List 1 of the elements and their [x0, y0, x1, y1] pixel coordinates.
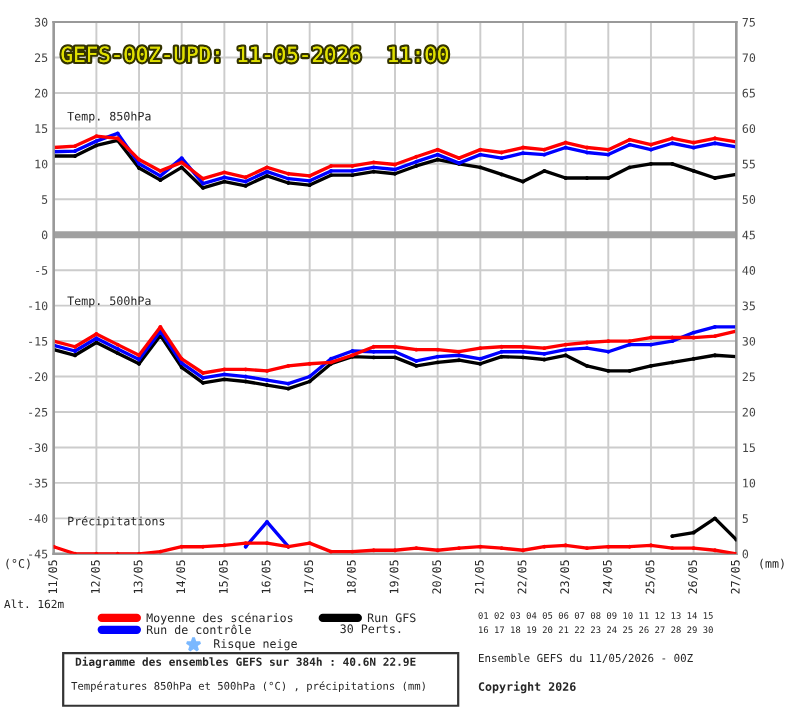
- text: GEFS-00Z-UPD: 11-05-2026 11:00: [61, 46, 449, 63]
